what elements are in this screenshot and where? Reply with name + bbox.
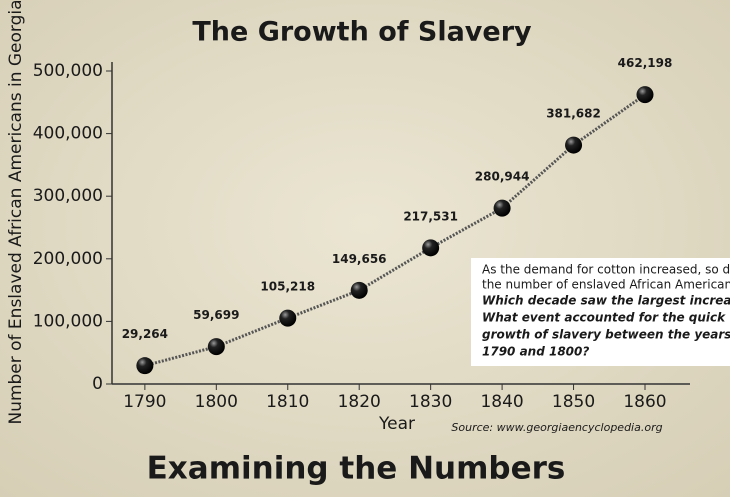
y-tick-label: 100,000 (33, 311, 103, 331)
y-tick-label: 400,000 (33, 124, 103, 144)
source: Source: www.georgiaencyclopedia.org (451, 421, 662, 434)
x-tick-label: 1810 (266, 392, 309, 412)
chart-title: The Growth of Slavery (192, 17, 532, 48)
data-point (565, 136, 583, 154)
y-axis-label: Number of Enslaved African Americans in … (6, 0, 26, 425)
x-tick-label: 1860 (623, 392, 666, 412)
data-point (350, 281, 368, 299)
x-tick-label: 1830 (409, 392, 452, 412)
y-tick-label: 200,000 (33, 249, 103, 269)
value-label: 105,218 (260, 280, 315, 294)
value-label: 149,656 (332, 252, 387, 266)
x-tick-label: 1850 (552, 392, 595, 412)
x-tick-label: 1840 (480, 392, 523, 412)
annotation-box (471, 258, 730, 366)
annotation-question: Which decade saw the largest increase? (482, 294, 730, 308)
x-tick-label: 1820 (338, 392, 381, 412)
x-axis-label: Year (378, 414, 415, 434)
value-label: 217,531 (403, 209, 458, 223)
x-tick-label: 1790 (123, 392, 166, 412)
annotation-question: What event accounted for the quick (482, 311, 726, 325)
annotation-text: the number of enslaved African Americans… (482, 278, 730, 292)
annotation-text: As the demand for cotton increased, so d… (482, 263, 730, 277)
value-label: 381,682 (546, 107, 601, 121)
data-point (207, 338, 225, 356)
data-point (636, 86, 654, 104)
data-point (493, 199, 511, 217)
data-point (279, 309, 297, 327)
value-label: 280,944 (475, 170, 530, 184)
y-tick-label: 500,000 (33, 61, 103, 81)
y-tick-label: 0 (92, 374, 103, 394)
annotation-question: growth of slavery between the years (482, 328, 730, 342)
value-label: 59,699 (193, 308, 239, 322)
y-tick-label: 300,000 (33, 186, 103, 206)
value-label: 29,264 (122, 327, 168, 341)
heading: Examining the Numbers (147, 451, 566, 487)
data-point (136, 357, 154, 375)
value-label: 462,198 (618, 56, 673, 70)
x-tick-label: 1800 (195, 392, 238, 412)
data-point (422, 239, 440, 257)
annotation-question: 1790 and 1800? (482, 345, 589, 359)
